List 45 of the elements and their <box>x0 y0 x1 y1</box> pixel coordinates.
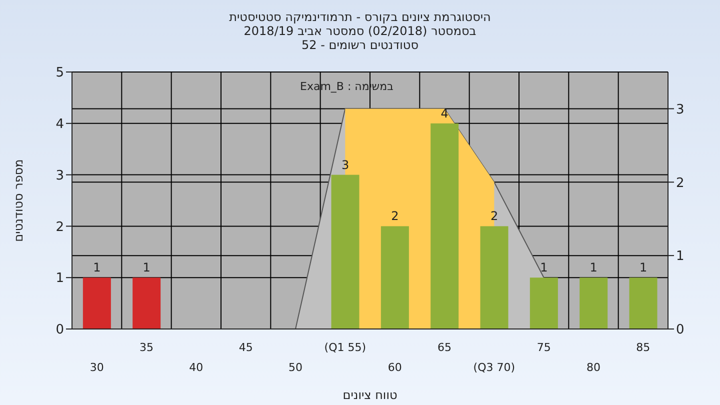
data-label: 1 <box>540 260 548 275</box>
bar <box>82 278 111 329</box>
x-tick-label: 85 <box>636 341 650 354</box>
chart-subtitle: בסמסטר (02/2018) סמסטר אביב 2018/19 <box>242 24 478 38</box>
bar <box>380 226 409 329</box>
data-label: 1 <box>93 260 101 275</box>
y2-tick-label: 1 <box>676 249 684 264</box>
y2-tick-label: 3 <box>676 102 684 118</box>
x-tick-label: 35 <box>140 341 154 354</box>
y-tick-label: 5 <box>56 66 64 81</box>
data-label: 1 <box>142 260 150 275</box>
x-tick-label: 50 <box>288 361 302 374</box>
data-label: 3 <box>341 158 350 172</box>
x-axis-title: טווח ציונים <box>342 388 398 402</box>
x-tick-label: 65 <box>438 341 452 354</box>
x-tick-label: (Q1 55) <box>324 341 366 354</box>
x-tick-label: 45 <box>238 341 253 354</box>
bar <box>331 174 360 329</box>
data-label: 2 <box>490 209 498 224</box>
x-tick-label: 40 <box>189 361 204 374</box>
text: סטודנטים רשומים - 52 <box>300 38 420 52</box>
y-axis-title: מספר סטודנטים <box>11 159 26 242</box>
data-label: 1 <box>590 260 598 275</box>
x-tick-label: 30 <box>90 361 104 374</box>
bar <box>580 278 608 329</box>
bar <box>480 226 508 329</box>
y2-tick-label: 0 <box>676 322 684 338</box>
chart-title: היסטוגרמת ציונים בקורס - תרמודינמיקה סטטיסטית <box>228 10 492 24</box>
bar <box>530 278 558 329</box>
data-label: 4 <box>440 106 448 120</box>
data-label: 1 <box>639 260 648 275</box>
x-tick-label: 80 <box>586 361 600 374</box>
y-tick-label: 0 <box>56 322 64 338</box>
y-tick-label: 2 <box>56 220 64 235</box>
x-tick-label: 60 <box>388 361 402 374</box>
x-tick-label: 75 <box>536 341 551 354</box>
x-tick-label: (Q3 70) <box>473 361 516 374</box>
y-tick-label: 4 <box>56 117 64 132</box>
bar <box>430 123 459 329</box>
bar <box>132 278 161 329</box>
y2-tick-label: 2 <box>676 176 684 191</box>
y-tick-label: 1 <box>56 271 64 286</box>
bar <box>629 278 658 329</box>
y-tick-label: 3 <box>56 168 64 184</box>
data-label: 2 <box>391 209 399 224</box>
